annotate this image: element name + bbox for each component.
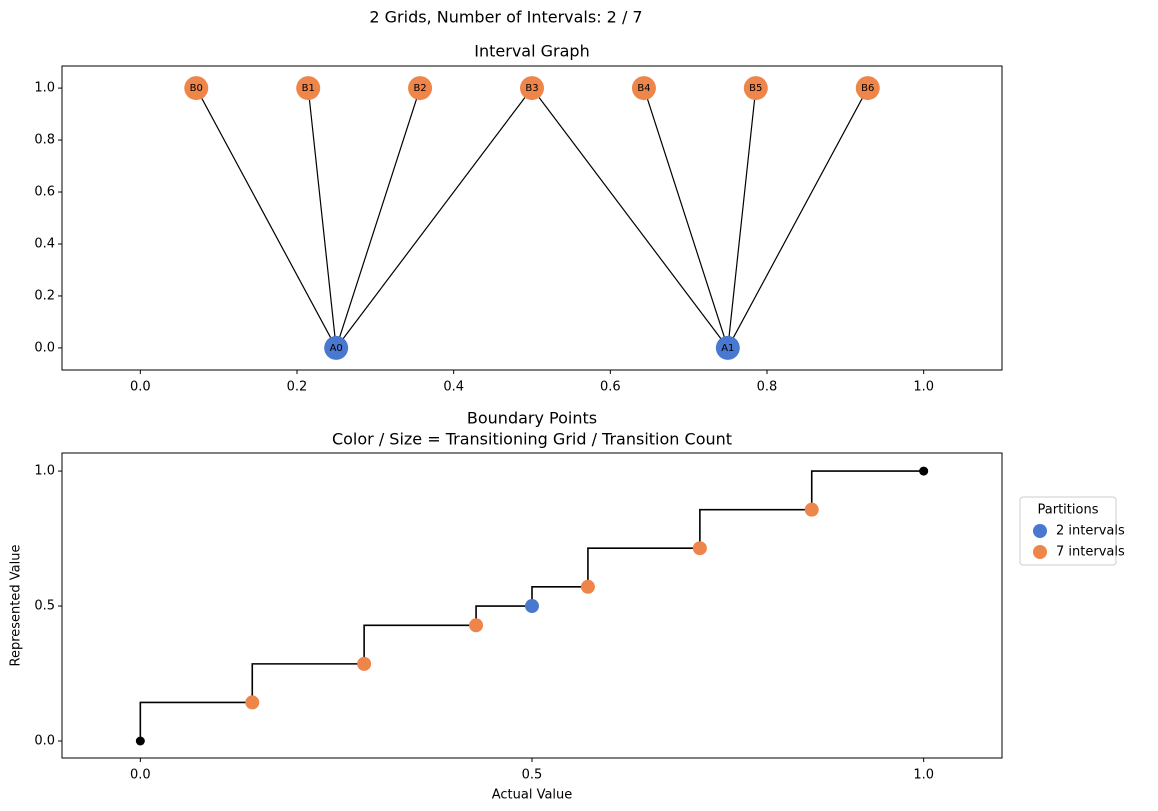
node — [296, 76, 321, 101]
y-tick-label: 0.4 — [34, 236, 55, 251]
step-line — [251, 663, 365, 703]
node-label: B6 — [861, 83, 874, 94]
edge — [727, 88, 757, 348]
boundary-point — [692, 541, 707, 556]
edge — [643, 87, 729, 349]
y-tick-label: 1.0 — [34, 81, 55, 96]
plot-frame — [61, 452, 1003, 759]
y-tick-label: 0.2 — [34, 288, 55, 303]
x-tick-label: 0.2 — [287, 380, 308, 395]
boundary-point — [804, 502, 819, 517]
x-tick-label: 0.8 — [757, 380, 778, 395]
node-label: A0 — [330, 343, 343, 354]
edge — [195, 87, 337, 349]
step-line — [363, 624, 477, 664]
node-label: B3 — [525, 83, 538, 94]
boundary-point — [357, 656, 372, 671]
node — [324, 335, 349, 360]
step-line — [699, 508, 812, 549]
legend-label: 2 intervals — [1056, 524, 1125, 539]
boundary-point — [580, 579, 595, 594]
node — [520, 76, 544, 101]
node-label: A1 — [721, 343, 734, 354]
edge — [531, 87, 729, 349]
step-line — [475, 605, 532, 626]
node — [631, 76, 656, 101]
y-tick-label: 0.0 — [34, 340, 55, 355]
y-axis-label: Represented Value — [9, 545, 24, 667]
chart-subtitle: Color / Size = Transitioning Grid / Tran… — [332, 430, 732, 449]
x-tick-label: 0.0 — [130, 768, 151, 783]
step-line — [810, 470, 924, 510]
legend-label: 7 intervals — [1056, 545, 1125, 560]
edge — [335, 87, 421, 349]
node-label: B5 — [749, 83, 762, 94]
legend-swatch — [1033, 524, 1047, 538]
boundary-point — [525, 599, 539, 614]
edge — [307, 88, 337, 348]
chart-title: Boundary Points — [467, 409, 597, 428]
endpoint — [135, 736, 145, 746]
x-axis-label: Actual Value — [492, 788, 573, 803]
x-tick-label: 0.6 — [600, 380, 621, 395]
node — [408, 76, 433, 101]
legend: Partitions 2 intervals 7 intervals — [1019, 496, 1125, 566]
y-tick-label: 1.0 — [34, 464, 55, 479]
step-line — [587, 547, 700, 587]
edge — [727, 87, 869, 349]
x-tick-label: 1.0 — [913, 768, 934, 783]
node-label: B2 — [413, 83, 426, 94]
plot-frame — [61, 65, 1003, 371]
boundary-point — [245, 695, 260, 710]
step-line — [139, 701, 253, 741]
step-line — [531, 585, 588, 607]
y-tick-label: 0.8 — [34, 133, 55, 148]
x-tick-label: 0.0 — [130, 380, 151, 395]
node-label: B1 — [302, 83, 315, 94]
legend-swatch — [1033, 545, 1047, 559]
legend-title: Partitions — [1038, 503, 1099, 518]
node — [184, 76, 209, 101]
node — [855, 76, 880, 101]
node — [715, 335, 740, 360]
y-tick-label: 0.6 — [34, 185, 55, 200]
x-tick-label: 1.0 — [913, 380, 934, 395]
x-tick-label: 0.5 — [522, 768, 543, 783]
chart-title: Interval Graph — [474, 42, 589, 61]
figure-title: 2 Grids, Number of Intervals: 2 / 7 — [369, 8, 642, 27]
y-tick-label: 0.0 — [34, 733, 55, 748]
x-tick-label: 0.4 — [443, 380, 464, 395]
node-label: B0 — [190, 83, 203, 94]
y-tick-label: 0.5 — [34, 599, 55, 614]
endpoint — [919, 466, 929, 476]
edge — [335, 87, 533, 349]
node — [743, 76, 768, 101]
boundary-point — [469, 618, 484, 633]
node-label: B4 — [637, 83, 650, 94]
